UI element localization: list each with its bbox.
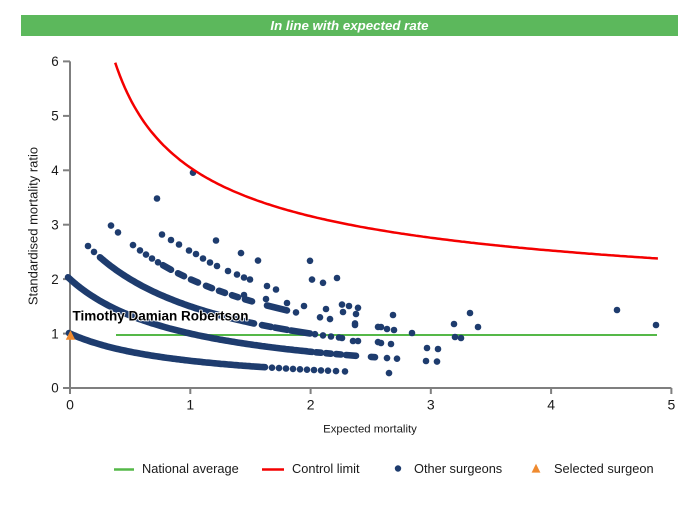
svg-text:3: 3 xyxy=(427,397,435,413)
svg-text:Standardised mortality ratio: Standardised mortality ratio xyxy=(26,147,41,305)
svg-text:Other surgeons: Other surgeons xyxy=(414,461,502,476)
svg-text:0: 0 xyxy=(51,381,58,396)
svg-text:National average: National average xyxy=(142,461,239,476)
svg-text:0: 0 xyxy=(66,397,74,413)
svg-text:Expected mortality: Expected mortality xyxy=(323,424,417,436)
svg-text:4: 4 xyxy=(51,163,59,178)
svg-text:Timothy Damian Robertson: Timothy Damian Robertson xyxy=(73,309,249,324)
svg-text:6: 6 xyxy=(51,54,58,69)
svg-text:2: 2 xyxy=(51,272,58,287)
svg-text:5: 5 xyxy=(51,109,58,124)
svg-text:5: 5 xyxy=(668,397,676,413)
svg-text:4: 4 xyxy=(547,397,555,413)
svg-text:2: 2 xyxy=(307,397,315,413)
svg-text:In line with expected rate: In line with expected rate xyxy=(270,18,429,33)
svg-text:3: 3 xyxy=(51,217,58,232)
svg-text:1: 1 xyxy=(51,326,58,341)
svg-text:Selected surgeon: Selected surgeon xyxy=(554,461,654,476)
svg-text:Control limit: Control limit xyxy=(292,461,360,476)
svg-text:1: 1 xyxy=(186,397,194,413)
